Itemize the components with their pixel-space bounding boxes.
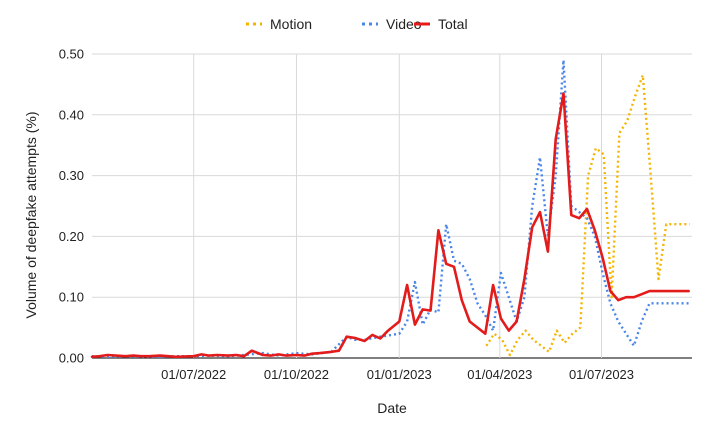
x-tick-label: 01/04/2023: [467, 367, 532, 382]
x-tick-label: 01/07/2023: [569, 367, 634, 382]
legend: Motion Video Total: [246, 16, 468, 32]
x-tick-label: 01/01/2023: [367, 367, 432, 382]
series-line-video: [91, 58, 689, 358]
legend-label: Total: [438, 16, 468, 32]
x-tick-label: 01/07/2022: [161, 367, 226, 382]
y-axis-title: Volume of deepfake attempts (%): [23, 112, 39, 319]
y-tick-label: 0.50: [59, 47, 84, 62]
y-tick-label: 0.00: [59, 351, 84, 366]
x-tick-label: 01/10/2022: [264, 367, 329, 382]
x-axis-title: Date: [377, 400, 407, 416]
y-tick-label: 0.10: [59, 290, 84, 305]
legend-item-total[interactable]: Total: [414, 16, 468, 32]
y-tick-label: 0.20: [59, 229, 84, 244]
tick-labels: 0.00 0.10 0.20 0.30 0.40 0.50 01/07/2022 01/10/…: [59, 47, 634, 383]
y-tick-label: 0.40: [59, 107, 84, 122]
grid: [92, 53, 692, 359]
series-line-total: [90, 92, 690, 359]
legend-label: Video: [386, 16, 422, 32]
legend-item-video[interactable]: Video: [362, 16, 422, 32]
legend-label: Motion: [270, 16, 312, 32]
series-layer: [90, 58, 690, 359]
legend-item-motion[interactable]: Motion: [246, 16, 312, 32]
y-tick-label: 0.30: [59, 168, 84, 183]
